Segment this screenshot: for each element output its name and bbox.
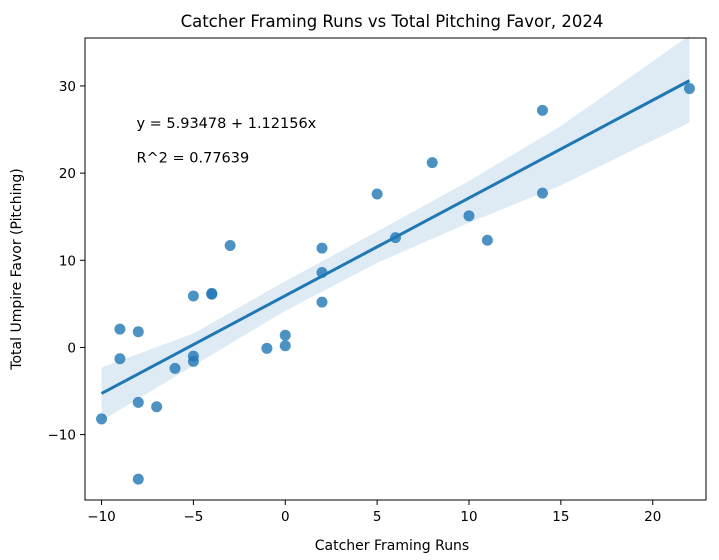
chart-title: Catcher Framing Runs vs Total Pitching F… <box>181 12 604 31</box>
data-point <box>426 157 438 169</box>
data-point <box>536 187 548 199</box>
data-point <box>114 353 126 365</box>
data-point <box>151 401 163 413</box>
y-tick-label: 30 <box>59 79 76 95</box>
confidence-band <box>101 35 690 421</box>
x-tick-label: 10 <box>460 509 477 525</box>
x-tick-label: −5 <box>183 509 203 525</box>
x-tick-label: −10 <box>87 509 116 525</box>
data-point <box>187 355 199 367</box>
data-point <box>371 188 383 200</box>
data-point <box>169 362 181 374</box>
data-point <box>187 290 199 302</box>
data-point <box>481 234 493 246</box>
data-point <box>279 329 291 341</box>
data-point <box>114 323 126 335</box>
x-tick-label: 15 <box>552 509 569 525</box>
data-point <box>132 473 144 485</box>
data-point <box>279 340 291 352</box>
data-point <box>224 239 236 251</box>
equation-annotation: y = 5.93478 + 1.12156x <box>136 116 316 132</box>
r-squared-annotation: R^2 = 0.77639 <box>136 151 249 167</box>
x-tick-label: 5 <box>373 509 382 525</box>
y-tick-label: −10 <box>48 428 77 444</box>
plot-frame <box>84 37 707 501</box>
data-point <box>96 413 108 425</box>
data-point <box>683 83 695 95</box>
data-point <box>463 210 475 222</box>
y-axis: −10 0 10 20 30 <box>48 79 85 444</box>
x-axis-label: Catcher Framing Runs <box>315 538 469 554</box>
data-point <box>261 342 273 354</box>
data-point <box>316 296 328 308</box>
regression-line <box>100 79 691 395</box>
x-tick-label: 0 <box>281 509 290 525</box>
y-tick-label: 0 <box>67 340 76 356</box>
data-point <box>132 326 144 338</box>
data-point <box>132 396 144 408</box>
data-point <box>316 242 328 254</box>
x-tick-label: 20 <box>644 509 661 525</box>
y-tick-label: 20 <box>59 166 76 182</box>
plot-area: y = 5.93478 + 1.12156x R^2 = 0.77639 <box>96 35 695 485</box>
y-axis-label: Total Umpire Favor (Pitching) <box>9 168 25 370</box>
data-point <box>536 104 548 116</box>
data-point <box>206 287 218 299</box>
y-tick-label: 10 <box>59 253 76 269</box>
x-axis: −10 −5 0 5 10 15 20 <box>87 500 661 525</box>
